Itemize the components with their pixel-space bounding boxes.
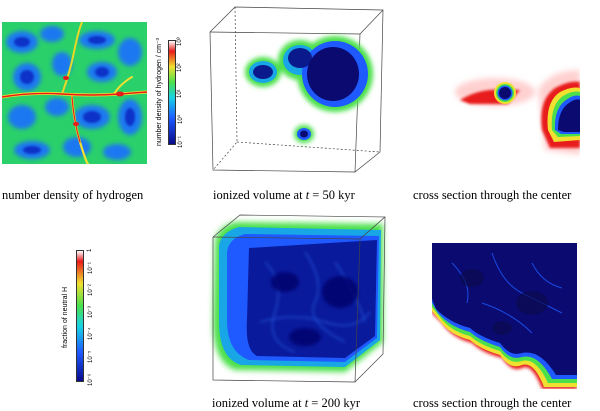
ionized-volume-50-cube [205, 2, 390, 174]
density-colorbar-label: number density of hydrogen / cm⁻³ [156, 38, 163, 146]
density-colorbar [168, 40, 176, 145]
caption-cross-bottom: cross section through the center [413, 396, 572, 410]
density-tick: 10² [177, 63, 183, 72]
fraction-tick: 10⁻³ [88, 306, 94, 318]
caption-density: number density of hydrogen [2, 188, 144, 202]
density-tick: 10¹ [177, 89, 183, 98]
caption-ionized-50-var: t [305, 188, 310, 202]
caption-ionized-200-var: t [304, 396, 309, 410]
density-tick: 10³ [177, 37, 183, 46]
fraction-colorbar-label: fraction of neutral H [62, 286, 69, 348]
density-tick: 10⁻¹ [178, 136, 184, 148]
fraction-tick: 10⁻¹ [88, 262, 94, 274]
caption-ionized-200-suffix: = 200 kyr [308, 396, 361, 410]
cross-section-top [430, 30, 580, 160]
density-map [2, 22, 147, 164]
fraction-tick: 1 [87, 248, 93, 252]
fraction-tick: 10⁻² [88, 284, 94, 296]
caption-ionized-200: ionized volume at t = 200 kyr [212, 396, 360, 411]
fraction-tick: 10⁻⁴ [88, 327, 94, 340]
fraction-tick: 10⁻⁵ [88, 350, 94, 363]
caption-ionized-50-suffix: = 50 kyr [309, 188, 355, 202]
caption-ionized-50-prefix: ionized volume at [213, 188, 306, 202]
caption-cross-top: cross section through the center [413, 188, 572, 202]
caption-ionized-50: ionized volume at t = 50 kyr [213, 188, 355, 203]
caption-ionized-200-prefix: ionized volume at [212, 396, 305, 410]
ionized-volume-200-cube [205, 212, 390, 388]
fraction-colorbar [76, 250, 84, 382]
density-tick: 10⁰ [178, 114, 184, 124]
cross-section-bottom [432, 243, 577, 389]
fraction-tick: 10⁻⁶ [88, 373, 94, 386]
